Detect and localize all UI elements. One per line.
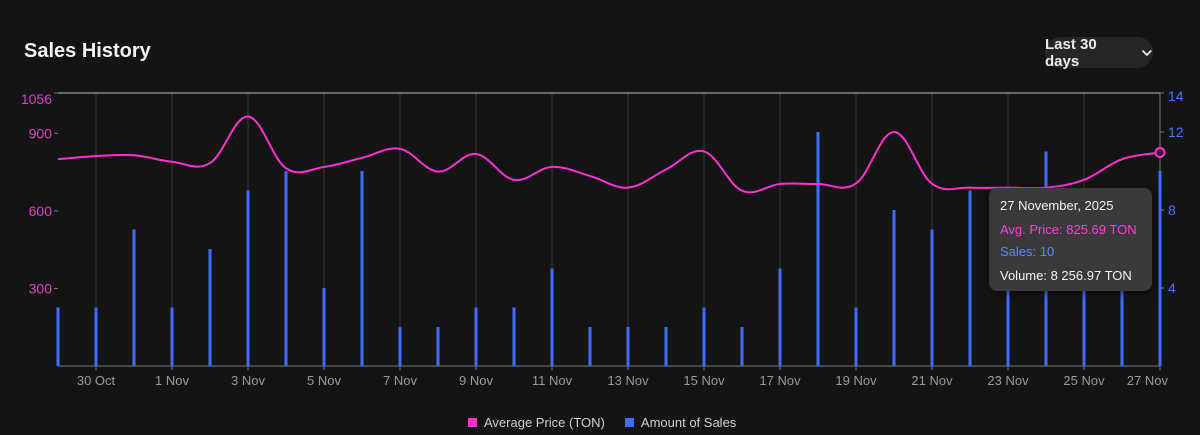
x-tick-label: 27 Nov [1127, 373, 1169, 388]
sales-bar [132, 229, 136, 366]
x-tick-label: 30 Oct [77, 373, 116, 388]
x-tick-label: 21 Nov [911, 373, 953, 388]
x-tick-label: 11 Nov [532, 373, 573, 388]
right-tick-label: 8 [1168, 202, 1176, 218]
sales-bar [740, 327, 744, 366]
x-tick-label: 5 Nov [307, 373, 341, 388]
chart-tooltip: 27 November, 2025 Avg. Price: 825.69 TON… [989, 188, 1152, 291]
sales-bar [208, 249, 212, 366]
sales-bar [854, 307, 858, 366]
sales-bar [1158, 171, 1162, 366]
sales-bar [246, 190, 250, 366]
price-point-highlight [1154, 147, 1166, 159]
chart-legend: Average Price (TON) Amount of Sales [468, 415, 736, 430]
sales-bar [322, 288, 326, 366]
tooltip-volume: Volume: 8 256.97 TON [1000, 268, 1132, 283]
sales-bar [1006, 288, 1010, 366]
sales-bar [892, 210, 896, 366]
x-tick-label: 23 Nov [987, 373, 1029, 388]
left-tick-label: 1056 [21, 91, 52, 107]
sales-bar [170, 307, 174, 366]
left-tick-label: 900 [29, 125, 53, 141]
sales-bar [56, 307, 60, 366]
x-tick-label: 19 Nov [835, 373, 877, 388]
sales-bar [1082, 288, 1086, 366]
sales-bar [360, 171, 364, 366]
sales-bar [968, 190, 972, 366]
sales-bar [702, 307, 706, 366]
legend-label-price: Average Price (TON) [484, 415, 605, 430]
tooltip-sales: Sales: 10 [1000, 244, 1055, 259]
sales-bar [778, 268, 782, 366]
right-tick-label: 14 [1168, 88, 1184, 104]
x-tick-label: 1 Nov [155, 373, 189, 388]
x-tick-label: 13 Nov [607, 373, 649, 388]
date-range-label: Last 30 days [1045, 35, 1097, 70]
x-tick-label: 9 Nov [459, 373, 493, 388]
left-tick-label: 300 [29, 280, 53, 296]
x-tick-label: 3 Nov [231, 373, 265, 388]
right-tick-label: 12 [1168, 124, 1184, 140]
sales-bar [930, 229, 934, 366]
legend-label-sales: Amount of Sales [640, 415, 737, 430]
sales-bar [284, 171, 288, 366]
sales-bar [588, 327, 592, 366]
sales-bar [398, 327, 402, 366]
x-tick-label: 7 Nov [383, 373, 417, 388]
x-tick-label: 17 Nov [759, 373, 801, 388]
sales-bar [626, 327, 630, 366]
legend-item-price[interactable]: Average Price (TON) [468, 415, 605, 430]
page-title: Sales History [24, 40, 151, 62]
sales-bar [94, 307, 98, 366]
x-tick-label: 25 Nov [1063, 373, 1105, 388]
tooltip-avg-price: Avg. Price: 825.69 TON [1000, 222, 1137, 237]
tooltip-date: 27 November, 2025 [1000, 198, 1114, 213]
sales-bar [512, 307, 516, 366]
sales-bar [550, 268, 554, 366]
sales-swatch-icon [624, 418, 634, 427]
price-swatch-icon [468, 418, 477, 427]
x-tick-label: 15 Nov [683, 373, 725, 388]
sales-bar [816, 132, 820, 366]
date-range-dropdown[interactable]: Last 30 days [1045, 35, 1153, 70]
sales-bar [474, 307, 478, 366]
avg-price-line [57, 115, 1161, 194]
chevron-down-icon [1142, 49, 1152, 56]
legend-item-sales[interactable]: Amount of Sales [624, 415, 737, 430]
sales-bar [1120, 288, 1124, 366]
sales-bar [436, 327, 440, 366]
sales-bar [664, 327, 668, 366]
left-tick-label: 600 [29, 203, 53, 219]
right-tick-label: 4 [1168, 280, 1176, 296]
